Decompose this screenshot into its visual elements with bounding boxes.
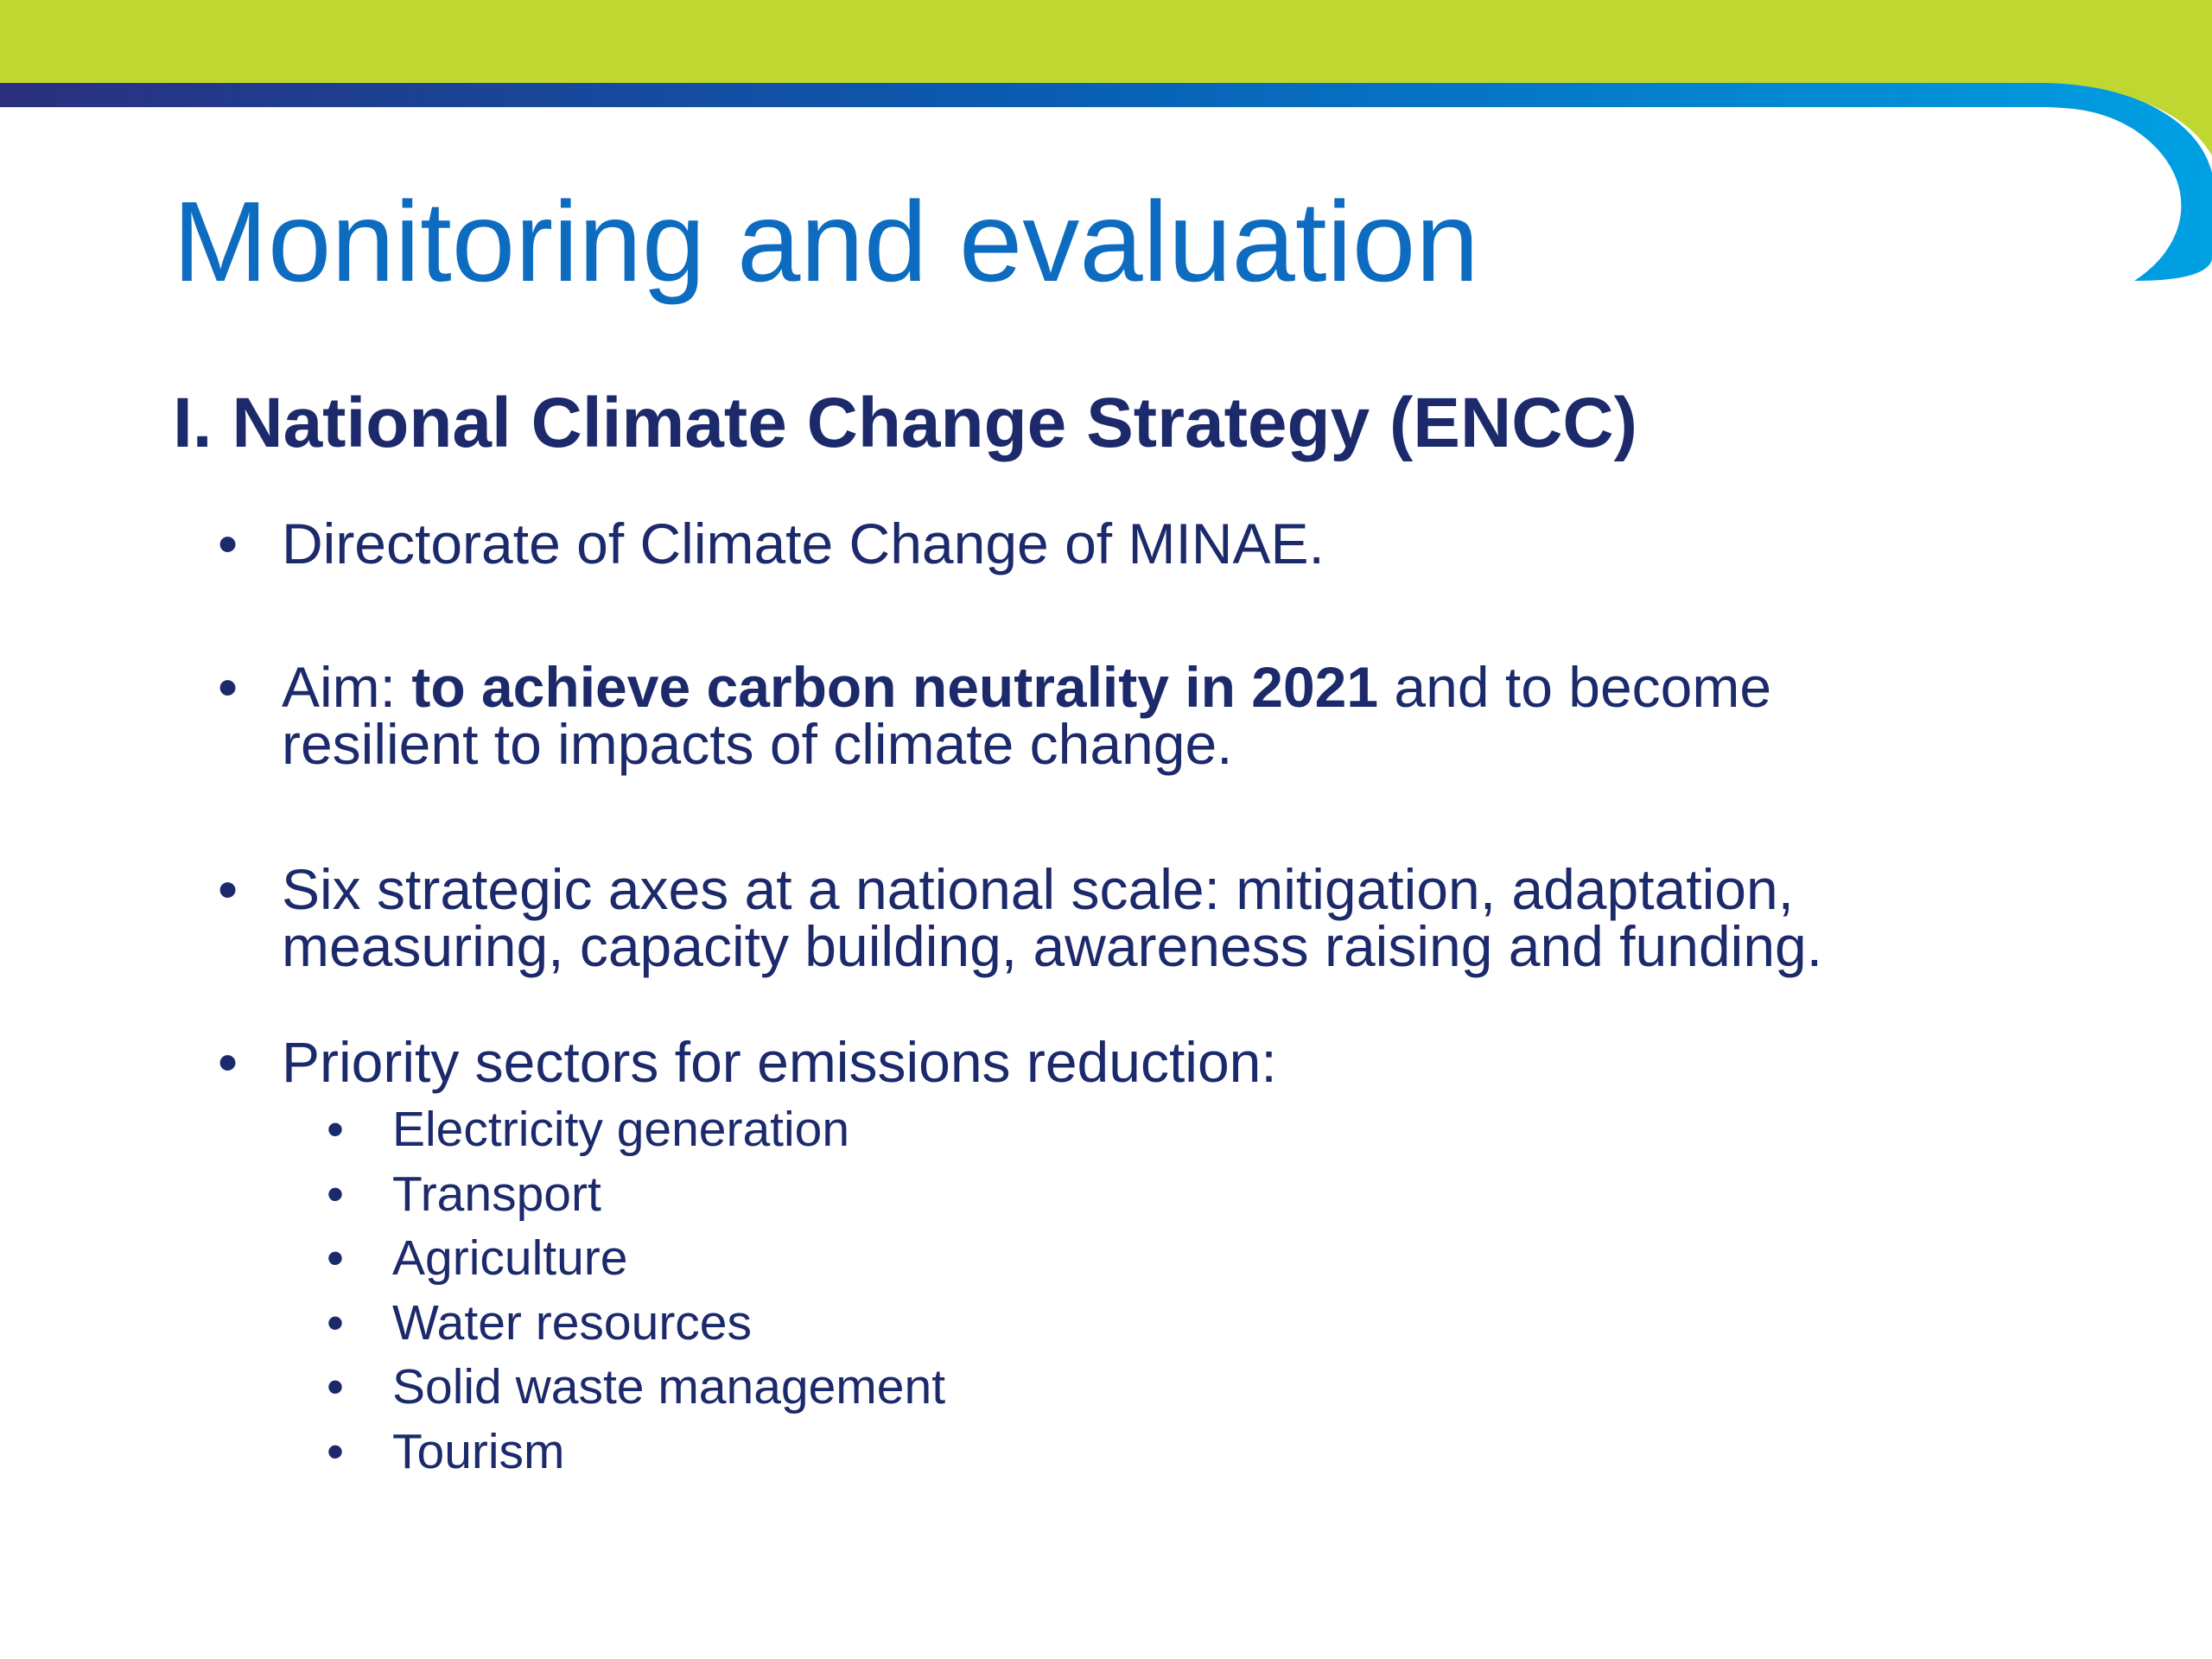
bullet-text-prefix: Aim: [282, 655, 412, 719]
list-item-text: Transport [392, 1166, 601, 1222]
bullet-dot: • [218, 512, 238, 575]
blue-stripe-swoosh [0, 83, 2212, 281]
bullet-dot: • [327, 1166, 344, 1222]
list-item-text: Water resources [392, 1294, 753, 1351]
bullet-dot: • [218, 857, 238, 921]
header-decoration [0, 0, 2212, 281]
section-heading: I. National Climate Change Strategy (ENC… [173, 384, 1637, 462]
bullet-dot: • [218, 1030, 238, 1094]
bullet-dot: • [327, 1294, 344, 1351]
bullet-text-line2: resilient to impacts of climate change. [282, 712, 1233, 776]
bullet-text: Aim: to achieve carbon neutrality in 202… [282, 658, 2010, 772]
list-item-text: Electricity generation [392, 1102, 850, 1157]
bullet-dot: • [327, 1102, 344, 1157]
bullet-dot: • [327, 1230, 344, 1286]
green-band [0, 0, 2212, 156]
bullet-dot: • [327, 1359, 344, 1414]
bullet-text: Six strategic axes at a national scale: … [282, 861, 2010, 975]
bullet-text: Priority sectors for emissions reduction… [282, 1030, 1277, 1094]
bullet-text-suffix: and to become [1378, 655, 1772, 719]
slide-title: Monitoring and evaluation [173, 178, 1479, 305]
list-item-text: Solid waste management [392, 1359, 946, 1414]
bullet-text-line2: measuring, capacity building, awareness … [282, 914, 1823, 978]
bullet-dot: • [327, 1423, 344, 1479]
bullet-text: Directorate of Climate Change of MINAE. [282, 512, 1325, 575]
bullet-dot: • [218, 655, 238, 719]
bullet-text-bold: to achieve carbon neutrality in 2021 [411, 655, 1379, 719]
list-item-text: Agriculture [392, 1230, 628, 1286]
bullet-text-line1: Six strategic axes at a national scale: … [282, 857, 1794, 921]
list-item-text: Tourism [392, 1423, 565, 1479]
